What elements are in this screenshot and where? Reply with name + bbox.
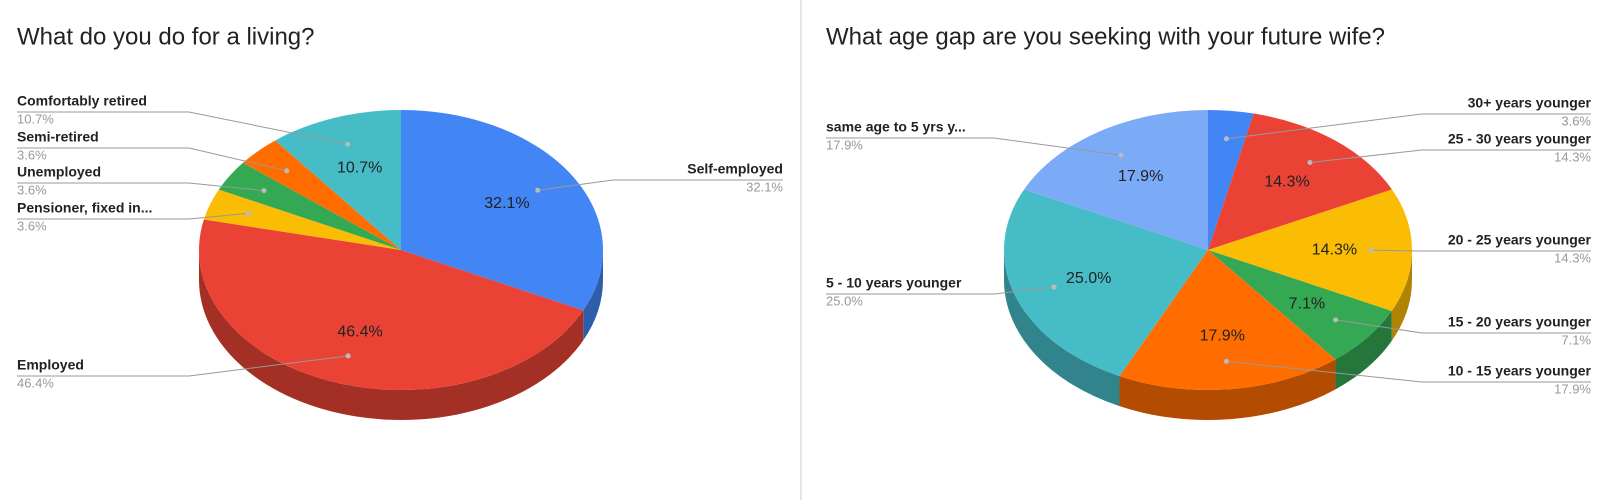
legend-label: Unemployed	[17, 164, 101, 180]
leader-dot	[345, 353, 351, 359]
legend-value: 3.6%	[17, 147, 47, 162]
legend-value: 14.3%	[1554, 149, 1591, 164]
leader-dot	[284, 168, 290, 174]
legend-value: 25.0%	[826, 293, 863, 308]
leader-dot	[1118, 152, 1124, 158]
pie-slice	[1208, 189, 1412, 311]
pie-slice	[275, 110, 401, 250]
leader-dot	[1333, 317, 1339, 323]
legend-value: 17.9%	[1554, 381, 1591, 396]
legend-value: 3.6%	[17, 218, 47, 233]
slice-label: 14.3%	[1312, 241, 1357, 258]
pie-side	[583, 250, 603, 341]
legend-label: Self-employed	[687, 161, 783, 177]
chart-title: What age gap are you seeking with your f…	[826, 23, 1385, 50]
legend-label: 25 - 30 years younger	[1448, 131, 1592, 147]
pie-slice	[1119, 250, 1336, 391]
slice-label: 25.0%	[1066, 270, 1111, 287]
pie-slice	[1004, 189, 1208, 377]
leader-line	[1226, 113, 1591, 140]
pie-slice	[203, 189, 401, 250]
legend-value: 32.1%	[746, 179, 783, 194]
leader-line	[1309, 149, 1591, 164]
pie-side	[1004, 250, 1120, 407]
legend-label: 10 - 15 years younger	[1448, 363, 1592, 379]
pie-slice	[242, 140, 401, 250]
legend-value: 3.6%	[1561, 113, 1591, 128]
legend-label: 30+ years younger	[1468, 95, 1592, 111]
leader-line	[537, 179, 783, 191]
leader-line	[17, 111, 348, 145]
legend-label: Pensioner, fixed in...	[17, 200, 152, 216]
leader-line	[17, 147, 287, 172]
pie-side	[1335, 310, 1392, 390]
leader-line	[826, 286, 1055, 295]
leader-dot	[261, 188, 267, 194]
pie-slice	[1208, 110, 1254, 250]
legend-label: Comfortably retired	[17, 93, 147, 109]
legend-label: 15 - 20 years younger	[1448, 314, 1592, 330]
leader-dot	[1223, 136, 1229, 142]
pie-slice	[1024, 110, 1208, 250]
legend-label: 5 - 10 years younger	[826, 275, 962, 291]
leader-dot	[1223, 358, 1229, 364]
legend-label: Semi-retired	[17, 129, 99, 145]
leader-line	[1335, 319, 1591, 334]
pie-slice	[1208, 113, 1392, 250]
leader-line	[826, 137, 1122, 156]
leader-line	[1226, 360, 1591, 383]
pie-slice	[1208, 250, 1392, 360]
legend-value: 14.3%	[1554, 250, 1591, 265]
chart-title: What do you do for a living?	[17, 23, 315, 50]
slice-label: 10.7%	[337, 159, 382, 176]
legend-label: same age to 5 yrs y...	[826, 119, 966, 135]
leader-dot	[1307, 160, 1313, 166]
leader-dot	[245, 210, 251, 216]
pie-side	[1119, 359, 1336, 421]
pie-side	[1391, 250, 1412, 341]
legend-label: 20 - 25 years younger	[1448, 232, 1592, 248]
slice-label: 46.4%	[337, 323, 382, 340]
leader-dot	[345, 141, 351, 147]
slice-label: 32.1%	[484, 195, 529, 212]
leader-line	[17, 355, 349, 377]
legend-label: Employed	[17, 357, 84, 373]
legend-value: 17.9%	[826, 137, 863, 152]
slice-label: 17.9%	[1200, 327, 1245, 344]
leader-dot	[535, 187, 541, 193]
slice-label: 17.9%	[1118, 168, 1163, 185]
leader-dot	[1368, 247, 1374, 253]
leader-dot	[1051, 284, 1057, 290]
pie-slice	[198, 219, 584, 391]
pie-slice	[218, 162, 401, 250]
legend-value: 10.7%	[17, 111, 54, 126]
slice-label: 14.3%	[1264, 173, 1309, 190]
leader-line	[1371, 249, 1591, 252]
legend-value: 46.4%	[17, 375, 54, 390]
leader-line	[17, 212, 249, 220]
pie-slice	[401, 110, 603, 311]
leader-line	[17, 182, 265, 192]
slice-label: 7.1%	[1289, 295, 1325, 312]
legend-value: 7.1%	[1561, 332, 1591, 347]
legend-value: 3.6%	[17, 182, 47, 197]
pie-side	[198, 250, 584, 421]
